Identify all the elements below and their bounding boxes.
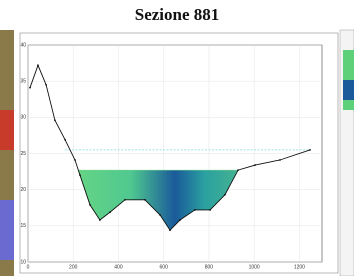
ground-point — [254, 164, 256, 166]
y-tick-label: 25 — [20, 151, 26, 157]
ground-point — [99, 219, 101, 221]
x-tick-label: 800 — [205, 264, 214, 270]
ground-point — [89, 204, 91, 206]
x-tick-label: 600 — [160, 264, 169, 270]
x-tick-label: 1200 — [294, 264, 305, 270]
ground-point — [309, 149, 311, 151]
left-image-detail — [0, 110, 14, 150]
ground-point — [279, 159, 281, 161]
ground-point — [159, 214, 161, 216]
ground-point — [79, 174, 81, 176]
ground-point — [194, 209, 196, 211]
ground-point — [45, 84, 47, 86]
x-tick-label: 400 — [114, 264, 123, 270]
ground-point — [54, 119, 56, 121]
ground-point — [37, 64, 39, 66]
ground-point — [74, 159, 76, 161]
slide: Sezione 881 1015202530354002004006008001… — [0, 0, 354, 276]
x-tick-label: 200 — [69, 264, 78, 270]
y-tick-label: 10 — [20, 259, 26, 265]
y-tick-label: 15 — [20, 223, 26, 229]
ground-point — [209, 209, 211, 211]
ground-point — [224, 194, 226, 196]
y-tick-label: 35 — [20, 78, 26, 84]
ground-point — [109, 211, 111, 213]
y-tick-label: 20 — [20, 187, 26, 193]
y-tick-label: 30 — [20, 115, 26, 121]
x-tick-label: 1000 — [249, 264, 260, 270]
ground-point — [29, 87, 31, 89]
left-image-detail — [0, 200, 14, 260]
ground-point — [179, 219, 181, 221]
legend-swatch — [343, 80, 354, 100]
slide-title: Sezione 881 — [135, 5, 220, 24]
ground-point — [144, 199, 146, 201]
ground-point — [64, 139, 66, 141]
ground-point — [124, 199, 126, 201]
y-tick-label: 40 — [20, 42, 26, 48]
ground-point — [237, 169, 239, 171]
ground-point — [169, 229, 171, 231]
page: {"title": "Sezione 881", "chart_data": {… — [0, 0, 354, 276]
x-tick-label: 0 — [27, 264, 30, 270]
